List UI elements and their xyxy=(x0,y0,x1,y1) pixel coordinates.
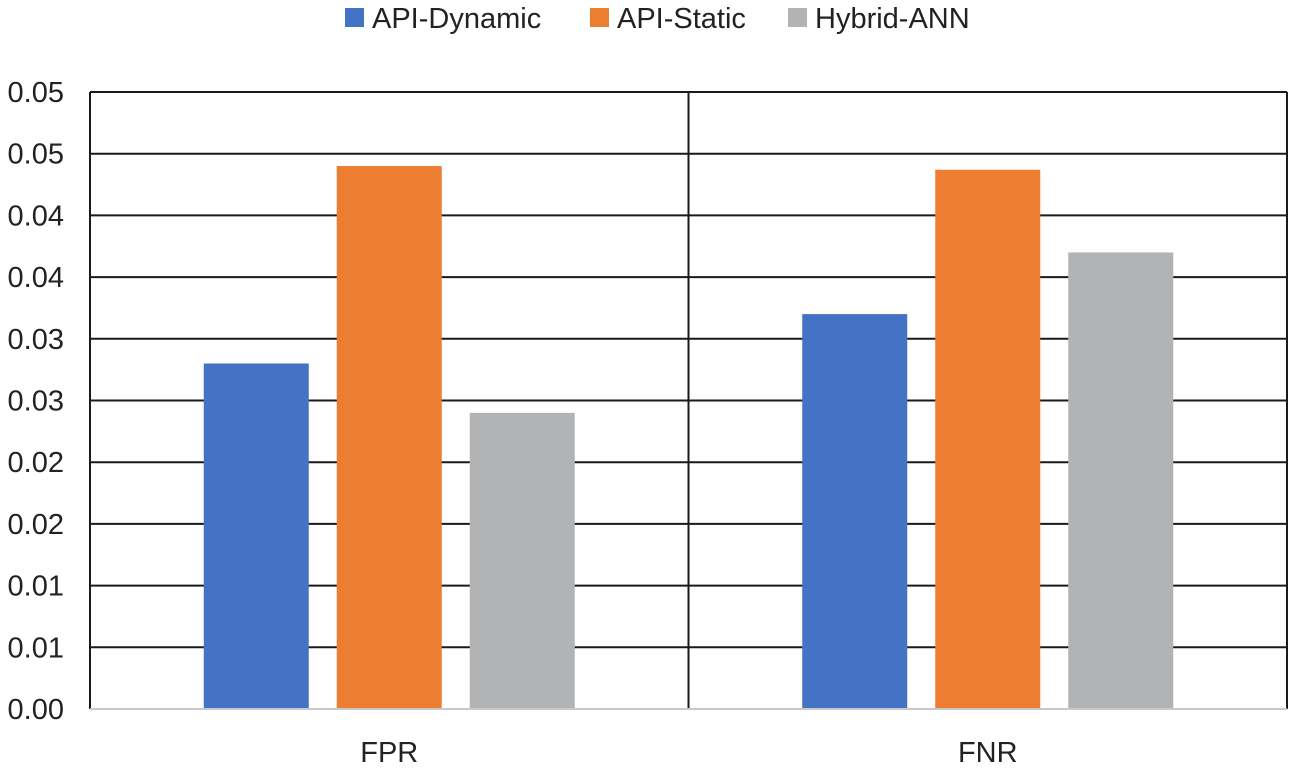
bar-hybrid-ann-fpr xyxy=(469,412,575,709)
x-category-label: FPR xyxy=(360,737,418,769)
y-tick-label: 0.00 xyxy=(8,694,64,726)
bar-hybrid-ann-fnr xyxy=(1068,252,1174,710)
bar-api-static-fnr xyxy=(935,169,1041,709)
legend-item: Hybrid-ANN xyxy=(788,3,970,35)
y-tick-label: 0.03 xyxy=(8,324,64,356)
y-tick-label: 0.03 xyxy=(8,386,64,418)
bar-api-static-fpr xyxy=(336,166,442,710)
legend-label: API-Dynamic xyxy=(372,3,541,35)
legend: API-Dynamic API-Static Hybrid-ANN xyxy=(345,3,970,35)
y-tick-label: 0.05 xyxy=(8,139,64,171)
y-tick-label: 0.05 xyxy=(8,77,64,109)
y-tick-label: 0.01 xyxy=(8,571,64,603)
y-tick-label: 0.02 xyxy=(8,509,64,541)
plot-area: 0.00 0.01 0.01 0.02 0.02 0.03 0.03 0.04 0.04 0.05… xyxy=(8,77,1288,769)
x-category-label: FNR xyxy=(958,737,1018,769)
bar-api-dynamic-fpr xyxy=(203,363,309,709)
bar-api-dynamic-fnr xyxy=(802,314,908,709)
y-tick-label: 0.01 xyxy=(8,632,64,664)
legend-swatch xyxy=(590,8,609,27)
legend-label: API-Static xyxy=(617,3,746,35)
legend-item: API-Static xyxy=(590,3,746,35)
legend-swatch xyxy=(345,8,364,27)
legend-label: Hybrid-ANN xyxy=(815,3,970,35)
y-tick-label: 0.02 xyxy=(8,447,64,479)
y-tick-label: 0.04 xyxy=(8,262,64,294)
legend-swatch xyxy=(788,8,807,27)
y-tick-label: 0.04 xyxy=(8,200,64,232)
legend-item: API-Dynamic xyxy=(345,3,541,35)
